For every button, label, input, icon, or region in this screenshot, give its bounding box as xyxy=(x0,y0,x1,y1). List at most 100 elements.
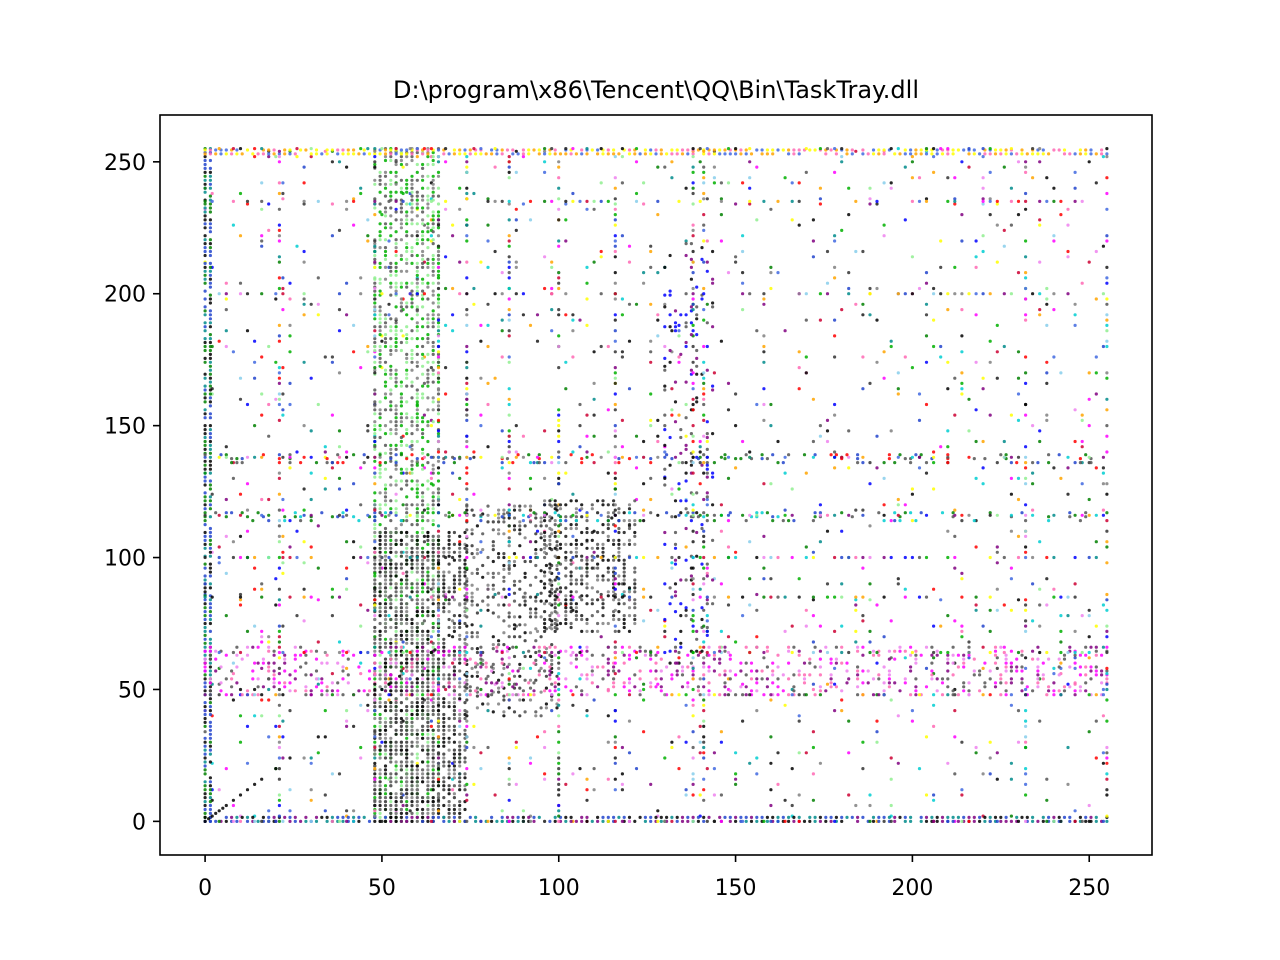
data-point xyxy=(590,629,594,634)
data-point xyxy=(293,689,297,693)
data-point xyxy=(452,728,456,732)
data-point xyxy=(394,610,398,614)
data-point xyxy=(366,218,370,222)
data-point xyxy=(622,519,626,523)
data-point xyxy=(410,479,414,483)
data-point xyxy=(359,186,363,190)
data-point xyxy=(378,776,382,780)
data-point xyxy=(875,603,879,607)
data-point xyxy=(953,508,957,512)
data-point xyxy=(932,624,936,628)
data-point xyxy=(288,519,292,523)
data-point xyxy=(762,302,766,306)
data-point xyxy=(1020,681,1024,685)
data-point xyxy=(410,550,414,554)
data-point xyxy=(399,744,403,748)
data-point xyxy=(421,265,425,269)
data-point xyxy=(550,308,554,312)
data-point xyxy=(235,681,239,685)
data-point xyxy=(523,504,527,508)
data-point xyxy=(548,562,552,566)
data-point xyxy=(726,476,731,480)
data-point xyxy=(410,249,414,254)
data-point xyxy=(1016,376,1021,380)
data-point xyxy=(452,582,456,586)
data-point xyxy=(500,681,504,685)
data-point xyxy=(378,685,382,689)
data-point xyxy=(444,323,448,327)
data-point xyxy=(378,238,382,242)
data-point xyxy=(481,599,485,603)
data-point xyxy=(452,689,456,693)
data-point xyxy=(373,578,377,582)
data-point xyxy=(668,325,672,329)
data-point xyxy=(458,709,462,713)
data-point xyxy=(426,198,430,202)
data-point xyxy=(811,745,816,750)
data-point xyxy=(208,574,212,578)
data-point xyxy=(555,540,559,544)
data-point xyxy=(548,566,552,570)
data-point xyxy=(590,538,594,543)
data-point xyxy=(677,461,681,465)
data-point xyxy=(378,230,382,234)
data-point xyxy=(436,665,441,669)
data-point xyxy=(378,408,382,412)
data-point xyxy=(410,709,414,713)
data-point xyxy=(330,234,334,238)
data-point xyxy=(840,582,844,586)
data-point xyxy=(378,281,382,285)
data-point xyxy=(606,714,610,718)
data-point xyxy=(502,666,506,671)
data-point xyxy=(617,546,621,550)
data-point xyxy=(762,534,766,539)
data-point xyxy=(203,214,207,218)
data-point xyxy=(960,793,964,797)
data-point xyxy=(617,542,621,547)
data-point xyxy=(256,693,260,697)
data-point xyxy=(707,681,711,685)
data-point xyxy=(405,214,409,218)
data-point xyxy=(399,728,403,732)
data-point xyxy=(512,563,517,568)
data-point xyxy=(543,610,547,614)
data-point xyxy=(426,712,430,717)
data-point xyxy=(415,309,419,313)
data-point xyxy=(903,503,907,507)
data-point xyxy=(274,397,278,401)
data-point xyxy=(1094,249,1098,254)
data-point xyxy=(698,724,702,729)
data-point xyxy=(811,687,816,692)
data-point xyxy=(394,792,398,796)
data-point xyxy=(442,712,446,717)
data-point xyxy=(401,640,405,644)
data-point xyxy=(924,197,929,201)
data-point xyxy=(475,552,479,556)
data-point xyxy=(405,578,409,582)
data-point xyxy=(833,170,837,174)
data-point xyxy=(405,261,409,265)
data-point xyxy=(612,614,616,618)
data-point xyxy=(543,160,547,164)
data-point xyxy=(1036,685,1040,689)
data-point xyxy=(622,574,626,578)
data-point xyxy=(410,198,414,202)
data-point xyxy=(472,286,476,291)
data-point xyxy=(337,476,342,480)
data-point xyxy=(447,590,451,594)
data-point xyxy=(405,709,409,713)
data-point xyxy=(705,619,709,623)
data-point xyxy=(203,491,207,495)
data-point xyxy=(689,368,694,372)
data-point xyxy=(452,811,456,816)
data-point xyxy=(684,242,688,246)
data-point xyxy=(523,639,527,643)
data-point xyxy=(574,590,579,594)
data-point xyxy=(606,523,610,527)
data-point xyxy=(399,471,403,475)
data-point xyxy=(847,677,851,681)
data-point xyxy=(272,681,276,685)
data-point xyxy=(741,271,745,275)
data-point xyxy=(995,376,999,380)
data-point xyxy=(924,645,929,649)
